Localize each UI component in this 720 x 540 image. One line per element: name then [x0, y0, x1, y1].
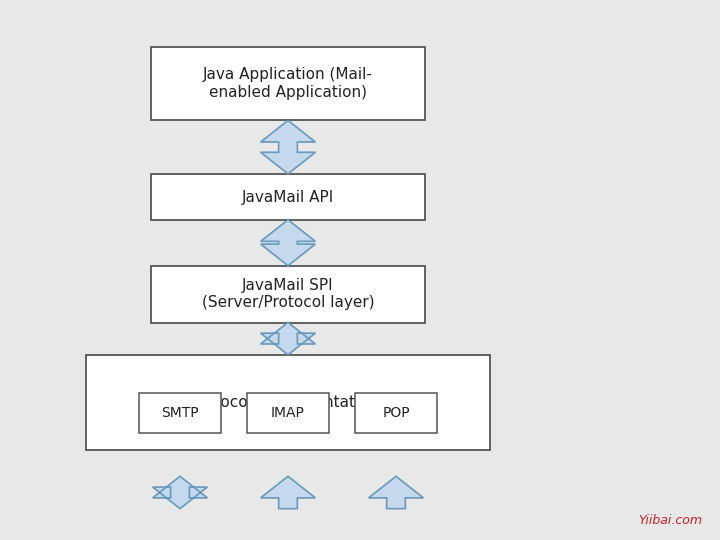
Text: JavaMail API: JavaMail API	[242, 190, 334, 205]
Bar	[151, 266, 425, 322]
Bar	[151, 47, 425, 120]
Polygon shape	[261, 322, 315, 355]
Bar	[151, 174, 425, 220]
Bar	[138, 393, 222, 433]
Text: SMTP: SMTP	[161, 406, 199, 420]
Text: IMAP: IMAP	[271, 406, 305, 420]
Text: Yiibai.com: Yiibai.com	[638, 514, 702, 526]
Text: Protocol Implementations: Protocol Implementations	[190, 395, 386, 410]
Polygon shape	[261, 220, 315, 266]
Text: POP: POP	[382, 406, 410, 420]
Polygon shape	[261, 476, 315, 509]
Bar	[86, 355, 490, 449]
Text: JavaMail SPI
(Server/Protocol layer): JavaMail SPI (Server/Protocol layer)	[202, 278, 374, 310]
Polygon shape	[369, 476, 423, 509]
Bar	[355, 393, 438, 433]
Polygon shape	[261, 120, 315, 174]
Text: Java Application (Mail-
enabled Application): Java Application (Mail- enabled Applicat…	[203, 68, 373, 100]
Bar	[246, 393, 330, 433]
Polygon shape	[153, 476, 207, 509]
